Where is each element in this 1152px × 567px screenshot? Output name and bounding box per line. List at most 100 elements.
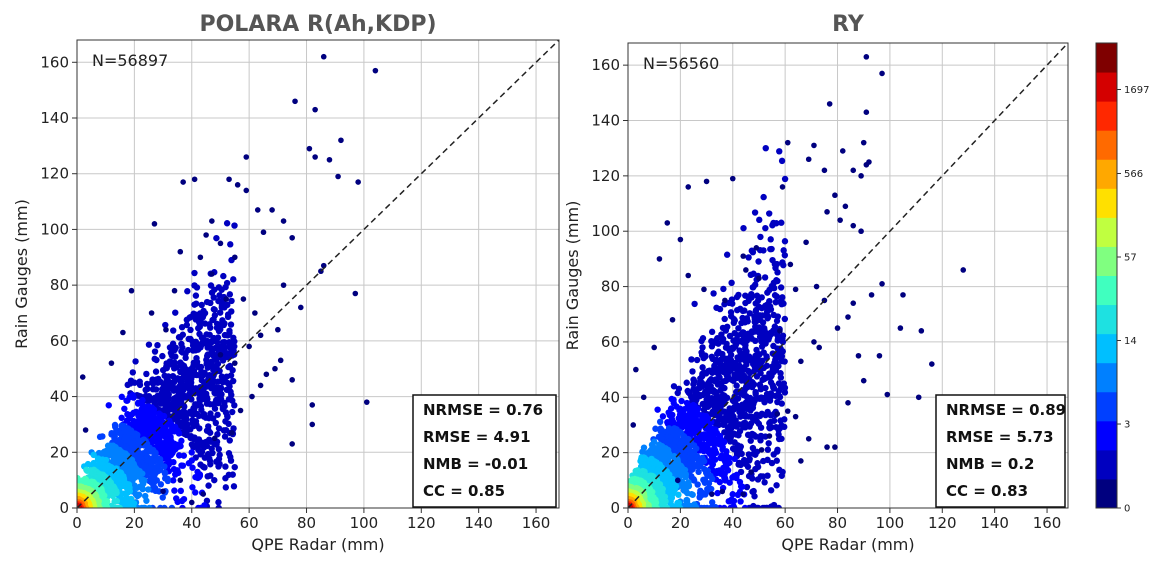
- scatter-point: [120, 329, 126, 336]
- scatter-point: [231, 254, 238, 261]
- density-point: [729, 491, 736, 498]
- y-tick-label: 60: [50, 332, 69, 350]
- scatter-point: [128, 287, 135, 294]
- density-point: [129, 369, 137, 376]
- density-point: [161, 475, 169, 482]
- density-point: [227, 457, 235, 464]
- scatter-point: [269, 207, 275, 213]
- x-axis-label: QPE Radar (mm): [251, 535, 384, 554]
- scatter-point: [203, 232, 209, 238]
- density-point: [711, 411, 719, 419]
- density-point: [179, 349, 186, 356]
- density-point: [699, 344, 706, 351]
- scatter-point: [275, 326, 281, 333]
- density-point: [752, 390, 759, 398]
- density-point: [779, 338, 787, 346]
- density-point: [704, 391, 711, 398]
- density-point: [203, 427, 211, 434]
- density-point: [184, 288, 191, 295]
- density-point: [204, 473, 211, 480]
- one-to-one-line: [77, 40, 559, 508]
- density-point: [719, 378, 727, 385]
- scatter-point: [151, 221, 158, 227]
- scatter-point: [243, 154, 250, 160]
- density-point: [90, 451, 97, 459]
- density-point: [154, 341, 161, 349]
- density-point: [729, 397, 737, 404]
- density-point: [83, 467, 91, 474]
- density-point: [770, 342, 777, 350]
- density-point: [769, 350, 776, 357]
- density-point: [224, 313, 232, 321]
- scatter-point: [249, 393, 255, 400]
- density-point: [118, 393, 126, 401]
- x-tick-label: 140: [464, 514, 493, 532]
- density-point: [688, 356, 695, 363]
- density-point: [118, 414, 125, 422]
- density-point: [215, 504, 222, 508]
- density-point: [709, 499, 716, 506]
- density-point: [201, 454, 209, 461]
- density-point: [204, 364, 211, 371]
- density-point: [157, 504, 164, 508]
- density-point: [219, 405, 227, 413]
- density-point: [734, 332, 741, 339]
- density-point: [159, 494, 166, 501]
- density-point: [181, 403, 188, 410]
- density-point: [222, 463, 229, 470]
- density-point: [760, 193, 767, 201]
- density-point: [781, 389, 789, 396]
- density-point: [189, 464, 196, 471]
- density-point: [752, 323, 759, 330]
- density-point: [721, 429, 728, 436]
- density-point: [179, 504, 186, 508]
- scatter-point: [177, 477, 184, 483]
- scatter-point: [272, 365, 278, 372]
- stat-line: RMSE = 4.91: [423, 428, 531, 446]
- density-point: [226, 437, 233, 444]
- density-point: [737, 413, 744, 420]
- density-point: [213, 234, 220, 242]
- scatter-point: [252, 310, 258, 316]
- density-point: [689, 368, 696, 375]
- density-point: [231, 463, 238, 471]
- density-point: [215, 463, 222, 470]
- density-point: [683, 379, 690, 386]
- density-point: [777, 374, 785, 381]
- density-point: [714, 489, 721, 497]
- scatter-point: [188, 499, 195, 506]
- density-point: [764, 315, 771, 322]
- density-point: [191, 269, 198, 277]
- density-point: [699, 364, 706, 371]
- density-point: [195, 363, 202, 371]
- density-point: [231, 222, 238, 229]
- density-point: [758, 338, 765, 345]
- density-point: [767, 236, 774, 243]
- density-point: [729, 474, 736, 481]
- density-point: [157, 400, 164, 407]
- density-point: [768, 459, 776, 467]
- scatter-point: [260, 229, 267, 236]
- density-point: [717, 454, 724, 462]
- density-point: [714, 350, 721, 357]
- scatter-point: [160, 488, 166, 495]
- density-point: [764, 446, 772, 453]
- density-point: [123, 397, 130, 404]
- density-point: [211, 389, 218, 397]
- density-point: [726, 332, 734, 340]
- density-point: [170, 365, 178, 372]
- density-point: [210, 294, 217, 301]
- density-point: [192, 385, 199, 392]
- density-point: [757, 437, 764, 444]
- density-point: [773, 317, 781, 325]
- density-point: [770, 311, 777, 319]
- density-point: [752, 308, 760, 315]
- density-point: [173, 495, 180, 502]
- density-point: [198, 301, 205, 309]
- scatter-point: [148, 310, 155, 316]
- density-point: [674, 389, 681, 397]
- density-point: [729, 445, 737, 452]
- density-point: [149, 380, 157, 387]
- density-point: [151, 348, 159, 355]
- scatter-point: [180, 179, 186, 185]
